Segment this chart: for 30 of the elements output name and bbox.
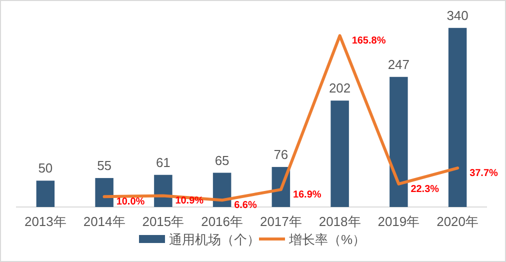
data-label: 6.6% bbox=[234, 200, 257, 212]
bar bbox=[36, 180, 55, 207]
data-label: 22.3% bbox=[410, 184, 440, 195]
data-label: 76 bbox=[274, 146, 288, 162]
data-label: 16.9% bbox=[292, 190, 322, 201]
x-tick-label: 2019年 bbox=[378, 214, 420, 229]
x-tick-label: 2013年 bbox=[24, 214, 66, 229]
data-label: 10.9% bbox=[175, 196, 204, 207]
data-label: 202 bbox=[328, 80, 351, 96]
data-label: 340 bbox=[446, 8, 468, 23]
bar bbox=[448, 28, 467, 207]
data-label: 65 bbox=[214, 152, 230, 168]
x-tick-label: 2016年 bbox=[201, 214, 244, 229]
data-label: 37.7% bbox=[470, 168, 498, 180]
x-tick-label: 2018年 bbox=[318, 214, 361, 229]
data-label: 50 bbox=[38, 160, 53, 176]
data-label: 165.8% bbox=[352, 36, 386, 47]
x-tick-label: 2020年 bbox=[436, 214, 479, 229]
x-tick-label: 2017年 bbox=[260, 214, 302, 229]
legend-label: 通用机场（个） bbox=[169, 232, 260, 247]
x-tick-label: 2015年 bbox=[142, 214, 184, 229]
bar bbox=[390, 76, 408, 207]
data-label: 61 bbox=[156, 154, 170, 170]
data-label: 10.0% bbox=[116, 196, 145, 208]
x-tick-label: 2014年 bbox=[83, 214, 126, 229]
data-label: 55 bbox=[97, 158, 112, 174]
bar bbox=[330, 100, 349, 207]
bar bbox=[95, 178, 114, 207]
legend-label: 增长率（%） bbox=[288, 232, 366, 247]
data-label: 247 bbox=[388, 56, 410, 72]
